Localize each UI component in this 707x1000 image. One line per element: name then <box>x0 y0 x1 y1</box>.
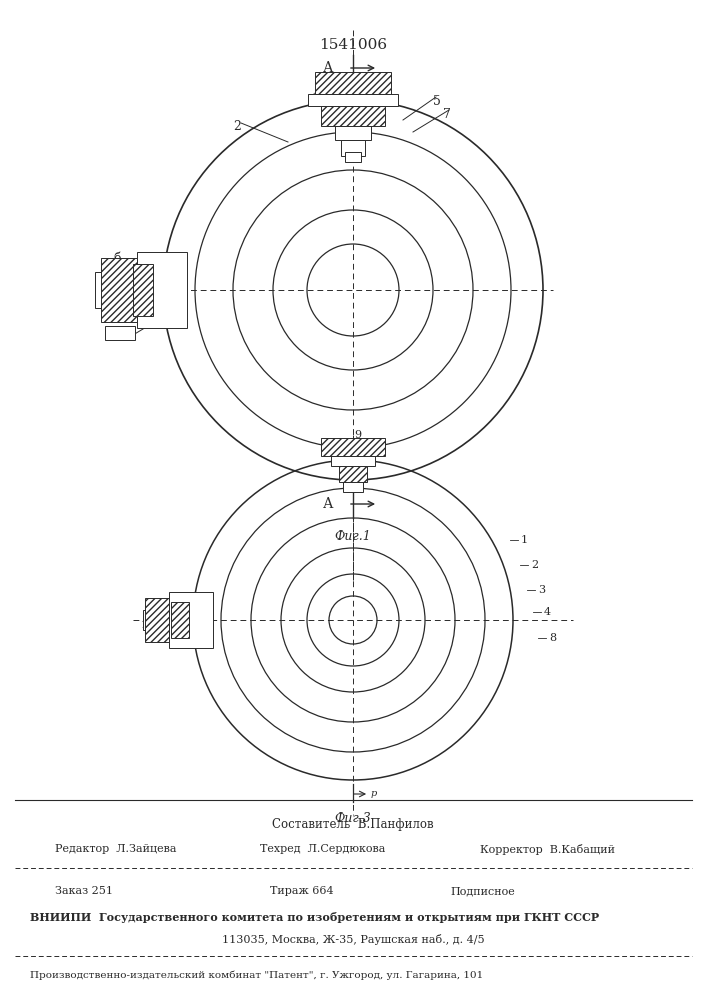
Bar <box>321 106 385 126</box>
Text: 113035, Москва, Ж-35, Раушская наб., д. 4/5: 113035, Москва, Ж-35, Раушская наб., д. … <box>222 934 484 945</box>
Text: Фиг.1: Фиг.1 <box>334 530 371 543</box>
Text: Фиг.3: Фиг.3 <box>334 812 371 825</box>
Bar <box>331 456 375 466</box>
Text: 1541006: 1541006 <box>319 38 387 52</box>
Bar <box>341 140 365 156</box>
Text: 10: 10 <box>141 620 156 630</box>
Text: А: А <box>323 61 334 75</box>
Bar <box>143 610 147 630</box>
Text: 3: 3 <box>538 585 545 595</box>
Bar <box>315 72 391 94</box>
Bar <box>343 482 363 492</box>
Text: 5: 5 <box>433 95 441 108</box>
Text: 8: 8 <box>125 265 133 278</box>
Bar <box>171 602 189 638</box>
Text: Подписное: Подписное <box>450 886 515 896</box>
Text: 1: 1 <box>311 92 319 105</box>
Text: Корректор  В.Кабащий: Корректор В.Кабащий <box>480 844 615 855</box>
Bar <box>169 592 213 648</box>
Text: Тираж 664: Тираж 664 <box>270 886 334 896</box>
Text: Редактор  Л.Зайцева: Редактор Л.Зайцева <box>55 844 177 854</box>
Text: 2: 2 <box>531 560 538 570</box>
Bar <box>101 258 137 322</box>
Bar <box>335 126 371 140</box>
Bar <box>345 152 361 162</box>
Text: 8: 8 <box>549 633 556 643</box>
Text: ВНИИПИ  Государственного комитета по изобретениям и открытиям при ГКНТ СССР: ВНИИПИ Государственного комитета по изоб… <box>30 912 599 923</box>
Text: 1: 1 <box>521 535 528 545</box>
Bar <box>105 326 135 340</box>
Text: Составитель  В.Панфилов: Составитель В.Панфилов <box>272 818 434 831</box>
Bar <box>95 272 103 308</box>
Text: 7: 7 <box>443 108 451 121</box>
Bar <box>339 466 367 482</box>
Text: р: р <box>371 790 378 798</box>
Text: б: б <box>113 251 120 264</box>
Text: Производственно-издательский комбинат "Патент", г. Ужгород, ул. Гагарина, 101: Производственно-издательский комбинат "П… <box>30 970 484 980</box>
Bar <box>308 94 398 106</box>
Bar <box>145 598 169 642</box>
Text: Заказ 251: Заказ 251 <box>55 886 113 896</box>
Bar <box>321 438 385 456</box>
Bar <box>137 252 187 328</box>
Bar <box>133 264 153 316</box>
Text: Техред  Л.Сердюкова: Техред Л.Сердюкова <box>260 844 385 854</box>
Text: 2: 2 <box>233 120 241 133</box>
Text: 9: 9 <box>354 430 361 440</box>
Text: А: А <box>323 497 334 511</box>
Text: 4: 4 <box>544 607 551 617</box>
